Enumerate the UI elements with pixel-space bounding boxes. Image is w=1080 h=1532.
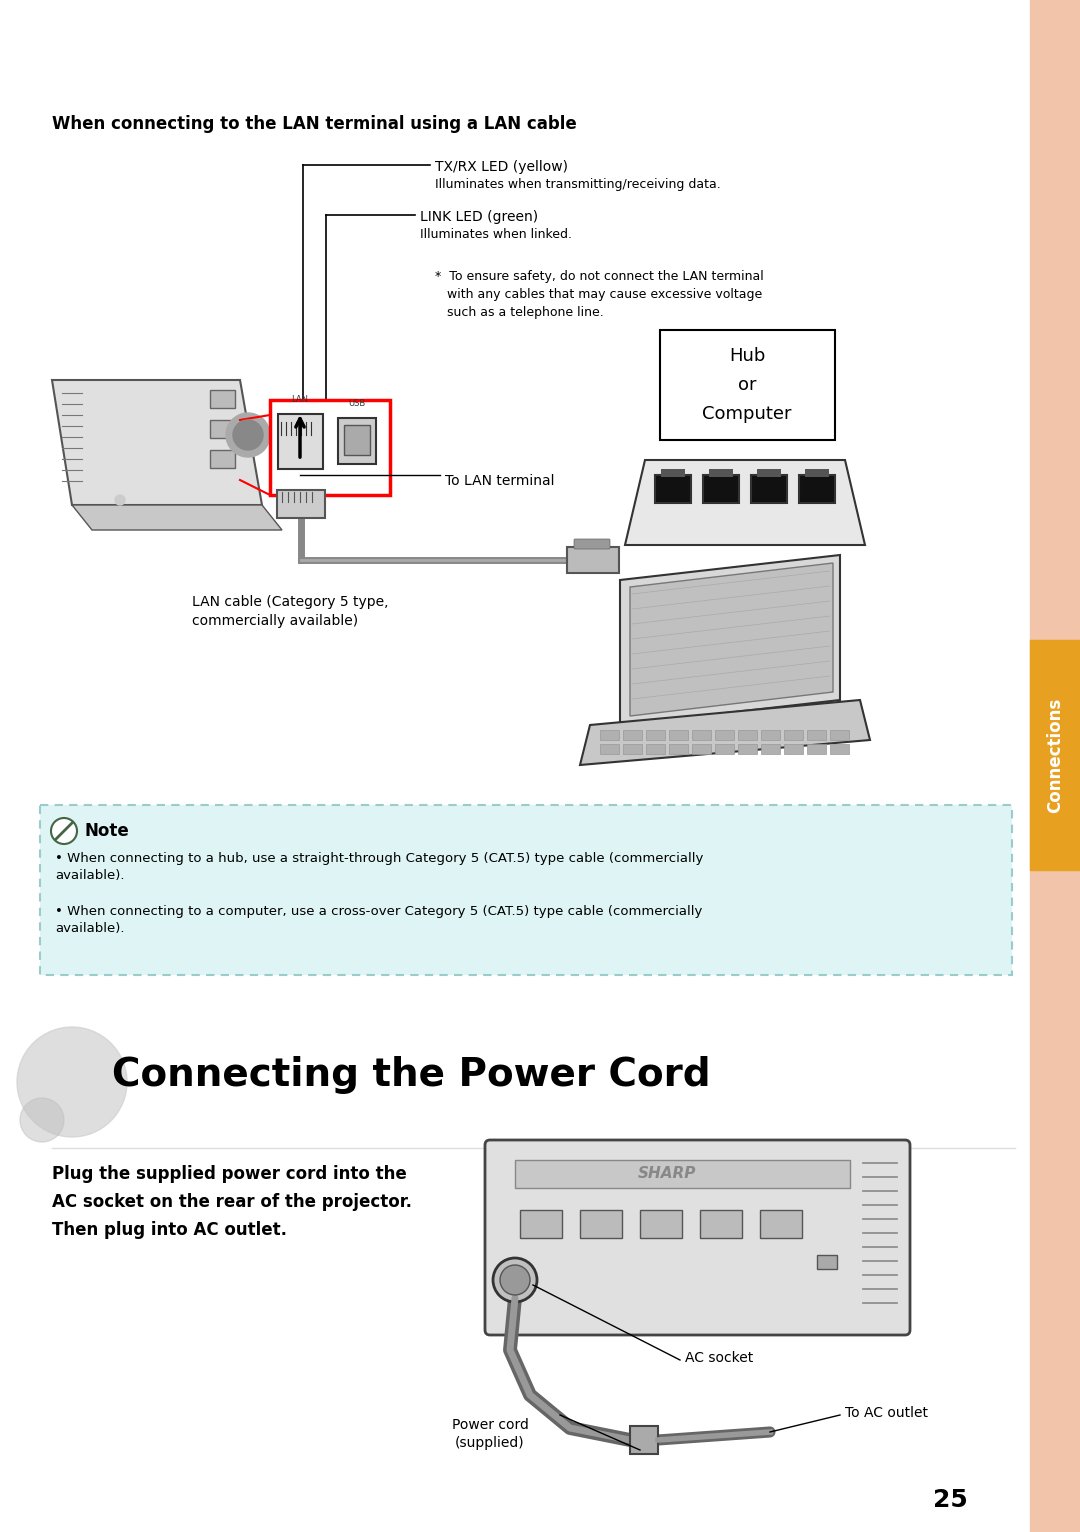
Circle shape	[21, 1098, 64, 1141]
Text: • When connecting to a hub, use a straight-through Category 5 (CAT.5) type cable: • When connecting to a hub, use a straig…	[55, 852, 703, 882]
Text: 25: 25	[933, 1488, 968, 1512]
Circle shape	[233, 420, 264, 450]
Bar	[660, 329, 835, 440]
Bar	[831, 731, 849, 740]
FancyBboxPatch shape	[485, 1140, 910, 1334]
Bar	[784, 745, 804, 754]
Bar	[708, 469, 733, 476]
Bar	[807, 731, 826, 740]
Bar	[661, 469, 685, 476]
Bar	[784, 731, 804, 740]
Text: Note: Note	[84, 823, 129, 840]
Text: LAN: LAN	[292, 395, 309, 404]
Bar	[1030, 0, 1080, 1532]
Text: Connections: Connections	[1047, 697, 1064, 812]
Bar	[751, 475, 787, 502]
Text: LINK LED (green): LINK LED (green)	[420, 210, 538, 224]
Text: When connecting to the LAN terminal using a LAN cable: When connecting to the LAN terminal usin…	[52, 115, 577, 133]
Text: *  To ensure safety, do not connect the LAN terminal
   with any cables that may: * To ensure safety, do not connect the L…	[435, 270, 764, 319]
Polygon shape	[620, 555, 840, 725]
Bar	[807, 745, 826, 754]
Bar	[623, 731, 642, 740]
Bar	[715, 731, 734, 740]
Bar	[715, 745, 734, 754]
Bar	[210, 391, 235, 408]
Text: Plug the supplied power cord into the
AC socket on the rear of the projector.
Th: Plug the supplied power cord into the AC…	[52, 1164, 411, 1238]
Bar	[345, 424, 370, 455]
Circle shape	[17, 1026, 127, 1137]
Bar	[703, 475, 739, 502]
Bar	[700, 1210, 742, 1238]
FancyBboxPatch shape	[573, 539, 610, 548]
Bar	[738, 745, 757, 754]
Text: Power cord
(supplied): Power cord (supplied)	[451, 1419, 528, 1451]
Polygon shape	[580, 700, 870, 764]
Bar	[567, 547, 619, 573]
Bar	[623, 745, 642, 754]
Text: Illuminates when transmitting/receiving data.: Illuminates when transmitting/receiving …	[435, 178, 720, 192]
Bar	[630, 1426, 658, 1454]
Bar	[805, 469, 829, 476]
Bar	[580, 1210, 622, 1238]
Text: LAN cable (Category 5 type,
commercially available): LAN cable (Category 5 type, commercially…	[192, 594, 389, 628]
Bar	[761, 731, 780, 740]
Polygon shape	[630, 562, 833, 715]
Circle shape	[492, 1258, 537, 1302]
Bar	[646, 745, 665, 754]
Text: Illuminates when linked.: Illuminates when linked.	[420, 228, 572, 241]
Text: SHARP: SHARP	[638, 1166, 697, 1181]
Text: AC socket: AC socket	[685, 1351, 753, 1365]
Bar	[738, 731, 757, 740]
Bar	[654, 475, 691, 502]
FancyBboxPatch shape	[40, 804, 1012, 974]
Bar	[338, 418, 376, 464]
Text: TX/RX LED (yellow): TX/RX LED (yellow)	[435, 159, 568, 175]
Bar	[210, 450, 235, 467]
Text: To AC outlet: To AC outlet	[845, 1406, 928, 1420]
Polygon shape	[52, 380, 262, 506]
Bar	[831, 745, 849, 754]
Circle shape	[51, 818, 77, 844]
Circle shape	[114, 495, 125, 506]
Text: To LAN terminal: To LAN terminal	[445, 473, 554, 489]
Circle shape	[226, 414, 270, 457]
Bar	[600, 731, 619, 740]
Bar	[692, 745, 711, 754]
Bar	[669, 745, 688, 754]
Bar	[640, 1210, 681, 1238]
Bar	[646, 731, 665, 740]
Bar	[669, 731, 688, 740]
Bar	[210, 420, 235, 438]
Polygon shape	[625, 460, 865, 545]
Bar	[600, 745, 619, 754]
Bar	[270, 400, 390, 495]
Bar	[799, 475, 835, 502]
Text: Connecting the Power Cord: Connecting the Power Cord	[112, 1056, 711, 1094]
Bar	[278, 414, 323, 469]
Bar	[761, 745, 780, 754]
Bar	[757, 469, 781, 476]
Circle shape	[500, 1265, 530, 1295]
Bar	[760, 1210, 802, 1238]
Text: Hub
or
Computer: Hub or Computer	[702, 346, 792, 423]
Bar	[276, 490, 325, 518]
Text: • When connecting to a computer, use a cross-over Category 5 (CAT.5) type cable : • When connecting to a computer, use a c…	[55, 905, 702, 935]
Bar	[816, 1255, 837, 1268]
Bar	[519, 1210, 562, 1238]
Bar	[515, 1160, 850, 1187]
Bar	[692, 731, 711, 740]
Text: USB: USB	[349, 398, 366, 408]
Polygon shape	[72, 506, 282, 530]
Bar	[1030, 640, 1080, 870]
